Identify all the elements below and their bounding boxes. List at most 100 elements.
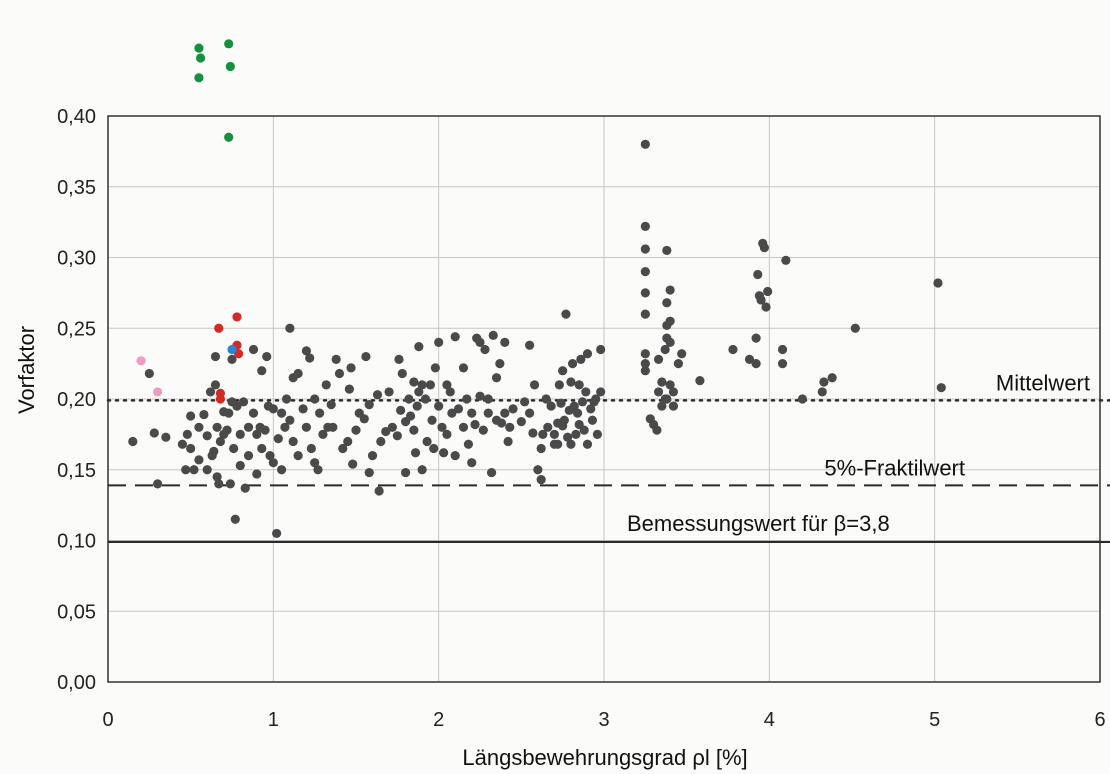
- data-point: [281, 394, 292, 404]
- data-point: [640, 244, 650, 254]
- data-point: [310, 458, 320, 468]
- data-point: [420, 394, 431, 404]
- data-point: [227, 354, 237, 364]
- data-point: [306, 443, 316, 454]
- data-point: [480, 344, 490, 355]
- data-point: [268, 404, 278, 414]
- data-point: [554, 380, 564, 390]
- data-point: [277, 465, 287, 475]
- data-point: [586, 404, 596, 414]
- data-point: [182, 429, 192, 439]
- data-point: [640, 267, 650, 277]
- data-point: [458, 422, 469, 432]
- data-point: [225, 61, 235, 72]
- data-point: [640, 139, 650, 149]
- data-point: [136, 356, 146, 366]
- data-point: [640, 221, 650, 231]
- x-tick-labels: 0 1 2 3 4 5 6: [102, 709, 1105, 731]
- data-point: [384, 387, 394, 397]
- data-point: [563, 432, 573, 442]
- data-point: [450, 332, 460, 342]
- data-point: [272, 528, 282, 539]
- data-point: [331, 354, 341, 364]
- data-point: [186, 411, 196, 421]
- data-point: [495, 359, 505, 369]
- data-point: [262, 351, 272, 362]
- data-point: [268, 458, 278, 468]
- data-point: [437, 422, 447, 432]
- y-axis-label: Vorfaktor: [14, 326, 39, 414]
- data-point: [817, 387, 827, 397]
- data-point: [516, 417, 526, 427]
- data-point: [313, 465, 323, 475]
- data-points: [128, 39, 946, 539]
- data-point: [533, 465, 543, 475]
- data-point: [728, 344, 738, 355]
- data-point: [149, 428, 159, 438]
- data-point: [505, 422, 515, 432]
- data-point: [462, 394, 472, 404]
- data-point: [528, 428, 538, 438]
- data-point: [559, 415, 569, 425]
- data-point: [128, 436, 138, 447]
- data-point: [777, 344, 788, 355]
- data-point: [210, 351, 221, 362]
- data-point: [538, 429, 548, 439]
- y-tick-label: 0,05: [57, 601, 96, 623]
- data-point: [212, 422, 222, 432]
- data-point: [417, 380, 427, 390]
- data-point: [566, 439, 576, 449]
- data-point: [240, 483, 250, 493]
- data-point: [652, 425, 662, 435]
- data-point: [567, 359, 578, 369]
- data-point: [367, 451, 378, 461]
- data-point: [525, 340, 535, 350]
- data-point: [442, 429, 452, 439]
- data-point: [558, 366, 568, 376]
- data-point: [364, 400, 374, 410]
- data-point: [572, 408, 583, 418]
- data-point: [177, 439, 187, 449]
- data-point: [248, 408, 259, 418]
- data-point: [260, 425, 270, 435]
- data-point: [640, 359, 650, 369]
- data-point: [199, 409, 209, 420]
- data-point: [215, 394, 226, 404]
- data-point: [478, 425, 488, 435]
- data-point: [235, 460, 245, 471]
- data-point: [195, 53, 206, 63]
- data-point: [194, 422, 204, 432]
- y-tick-label: 0,00: [57, 672, 96, 694]
- data-point: [668, 387, 679, 397]
- data-point: [361, 351, 371, 362]
- data-point: [491, 373, 502, 383]
- grid-lines: [107, 115, 1101, 683]
- data-point: [280, 422, 290, 432]
- data-point: [144, 368, 154, 379]
- data-point: [592, 429, 602, 439]
- data-point: [677, 349, 687, 359]
- y-tick-label: 0,25: [57, 318, 96, 340]
- data-point: [346, 363, 356, 373]
- data-point: [277, 408, 287, 418]
- data-point: [328, 422, 338, 432]
- y-tick-labels: 0,00 0,05 0,10 0,15 0,20 0,25 0,30 0,35 0,40: [57, 106, 96, 694]
- x-tick-label: 5: [929, 709, 940, 731]
- data-point: [665, 316, 675, 326]
- x-tick-label: 6: [1094, 709, 1105, 731]
- data-point: [781, 255, 791, 265]
- data-point: [640, 349, 650, 359]
- y-tick-label: 0,30: [57, 248, 96, 270]
- data-point: [252, 469, 262, 479]
- data-point: [445, 387, 455, 397]
- data-point: [212, 472, 222, 482]
- data-point: [238, 397, 249, 407]
- data-point: [285, 323, 295, 333]
- data-point: [582, 349, 593, 359]
- data-point: [305, 353, 315, 363]
- data-point: [475, 391, 485, 401]
- data-point: [273, 434, 283, 444]
- data-point: [405, 411, 416, 421]
- data-point: [229, 443, 239, 454]
- data-point: [933, 278, 943, 288]
